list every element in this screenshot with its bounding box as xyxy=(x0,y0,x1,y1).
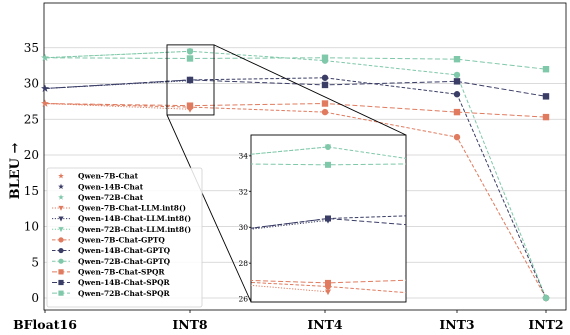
data-point xyxy=(453,91,461,98)
data-point xyxy=(321,100,329,107)
legend-marker xyxy=(58,173,64,179)
legend-marker xyxy=(58,194,64,200)
y-tick-label: 5 xyxy=(31,255,39,269)
inset-data-point xyxy=(325,215,331,222)
baseline-point xyxy=(41,99,49,107)
inset-data-point xyxy=(325,289,331,296)
axes: 0 5 10 15 20 25 30 35 BFloat16 INT8 INT4 INT3 INT2 xyxy=(13,2,567,332)
zoom-connector xyxy=(166,114,252,303)
data-point xyxy=(186,48,194,55)
x-tick-label: BFloat16 xyxy=(13,317,77,332)
legend-marker xyxy=(58,247,64,254)
legend-box xyxy=(46,167,203,308)
series-line xyxy=(44,103,547,299)
y-tick-label: 15 xyxy=(24,184,39,198)
data-point xyxy=(542,294,550,302)
data-point xyxy=(186,55,194,62)
x-tick-label: INT8 xyxy=(172,317,208,332)
legend-marker xyxy=(58,237,64,243)
inset-data-point xyxy=(325,143,331,150)
legend-marker xyxy=(58,269,64,275)
legend-label: Qwen-7B-Chat-LLM.int8() xyxy=(78,204,186,213)
legend-label: Qwen-72B-Chat-GPTQ xyxy=(78,257,171,266)
data-point xyxy=(321,54,329,61)
inset-tick-label: 32 xyxy=(238,187,248,196)
inset-tick-label: 28 xyxy=(238,259,248,268)
data-point xyxy=(542,66,550,73)
series-line xyxy=(44,80,191,90)
legend-label: Qwen-14B-Chat-SPQR xyxy=(78,278,171,287)
data-point xyxy=(186,102,194,109)
y-tick-label: 25 xyxy=(24,112,39,126)
inset-data-point xyxy=(325,279,331,286)
data-point xyxy=(321,108,329,116)
data-point xyxy=(186,76,194,84)
data-point xyxy=(453,133,461,141)
legend-label: Qwen-7B-Chat-SPQR xyxy=(78,267,165,276)
legend-marker xyxy=(58,290,64,296)
legend-label: Qwen-72B-Chat xyxy=(78,193,144,202)
series-markers xyxy=(41,48,550,302)
y-tick-label: 30 xyxy=(24,77,39,91)
data-point xyxy=(542,113,550,121)
inset-tick-label: 34 xyxy=(238,151,248,160)
series-line xyxy=(44,79,547,97)
data-point xyxy=(453,78,461,85)
plot-frame xyxy=(43,2,567,311)
zoom-connector xyxy=(213,44,407,136)
inset-tick-label: 30 xyxy=(238,223,248,232)
data-point xyxy=(453,108,461,116)
series-line xyxy=(44,103,191,110)
baseline-point xyxy=(41,84,49,92)
inset-tick-label: 26 xyxy=(238,295,248,304)
series-line xyxy=(44,50,191,59)
legend-label: Qwen-14B-Chat-GPTQ xyxy=(78,246,171,255)
legend-marker xyxy=(58,227,64,233)
y-tick-label: 0 xyxy=(31,291,39,305)
inset-data-point xyxy=(325,161,331,168)
data-point xyxy=(453,55,461,63)
inset-plot: 26 28 30 32 34 xyxy=(238,134,407,304)
legend-label: Qwen-72B-Chat-LLM.int8() xyxy=(78,225,191,234)
legend-marker xyxy=(58,279,64,286)
data-point xyxy=(453,71,461,79)
inset-series xyxy=(251,143,406,296)
legend-label: Qwen-14B-Chat xyxy=(78,182,144,191)
legend-marker xyxy=(58,216,64,222)
y-tick-label: 20 xyxy=(24,148,39,162)
x-tick-label: INT4 xyxy=(307,317,343,332)
series-line xyxy=(44,77,547,299)
y-tick-label: 35 xyxy=(24,41,39,55)
data-point xyxy=(321,74,329,81)
zoom-box xyxy=(166,44,407,303)
data-point xyxy=(321,81,329,89)
x-tick-label: INT3 xyxy=(439,317,474,332)
y-tick-label: 10 xyxy=(24,220,39,234)
legend-label: Qwen-14B-Chat-LLM.int8() xyxy=(78,214,191,223)
legend-label: Qwen-7B-Chat-GPTQ xyxy=(78,236,165,245)
legend-marker xyxy=(58,258,64,264)
series-line xyxy=(44,50,547,299)
legend-label: Qwen-7B-Chat xyxy=(78,172,139,181)
baseline-point xyxy=(41,53,49,62)
legend-marker xyxy=(58,183,64,190)
legend-marker xyxy=(58,205,64,211)
y-axis-label: BLEU → xyxy=(8,142,23,199)
series-line xyxy=(44,57,547,70)
data-point xyxy=(542,93,550,100)
zoom-rect xyxy=(166,44,215,116)
legend-label: Qwen-72B-Chat-SPQR xyxy=(78,289,171,298)
x-tick-label: INT2 xyxy=(528,317,563,332)
